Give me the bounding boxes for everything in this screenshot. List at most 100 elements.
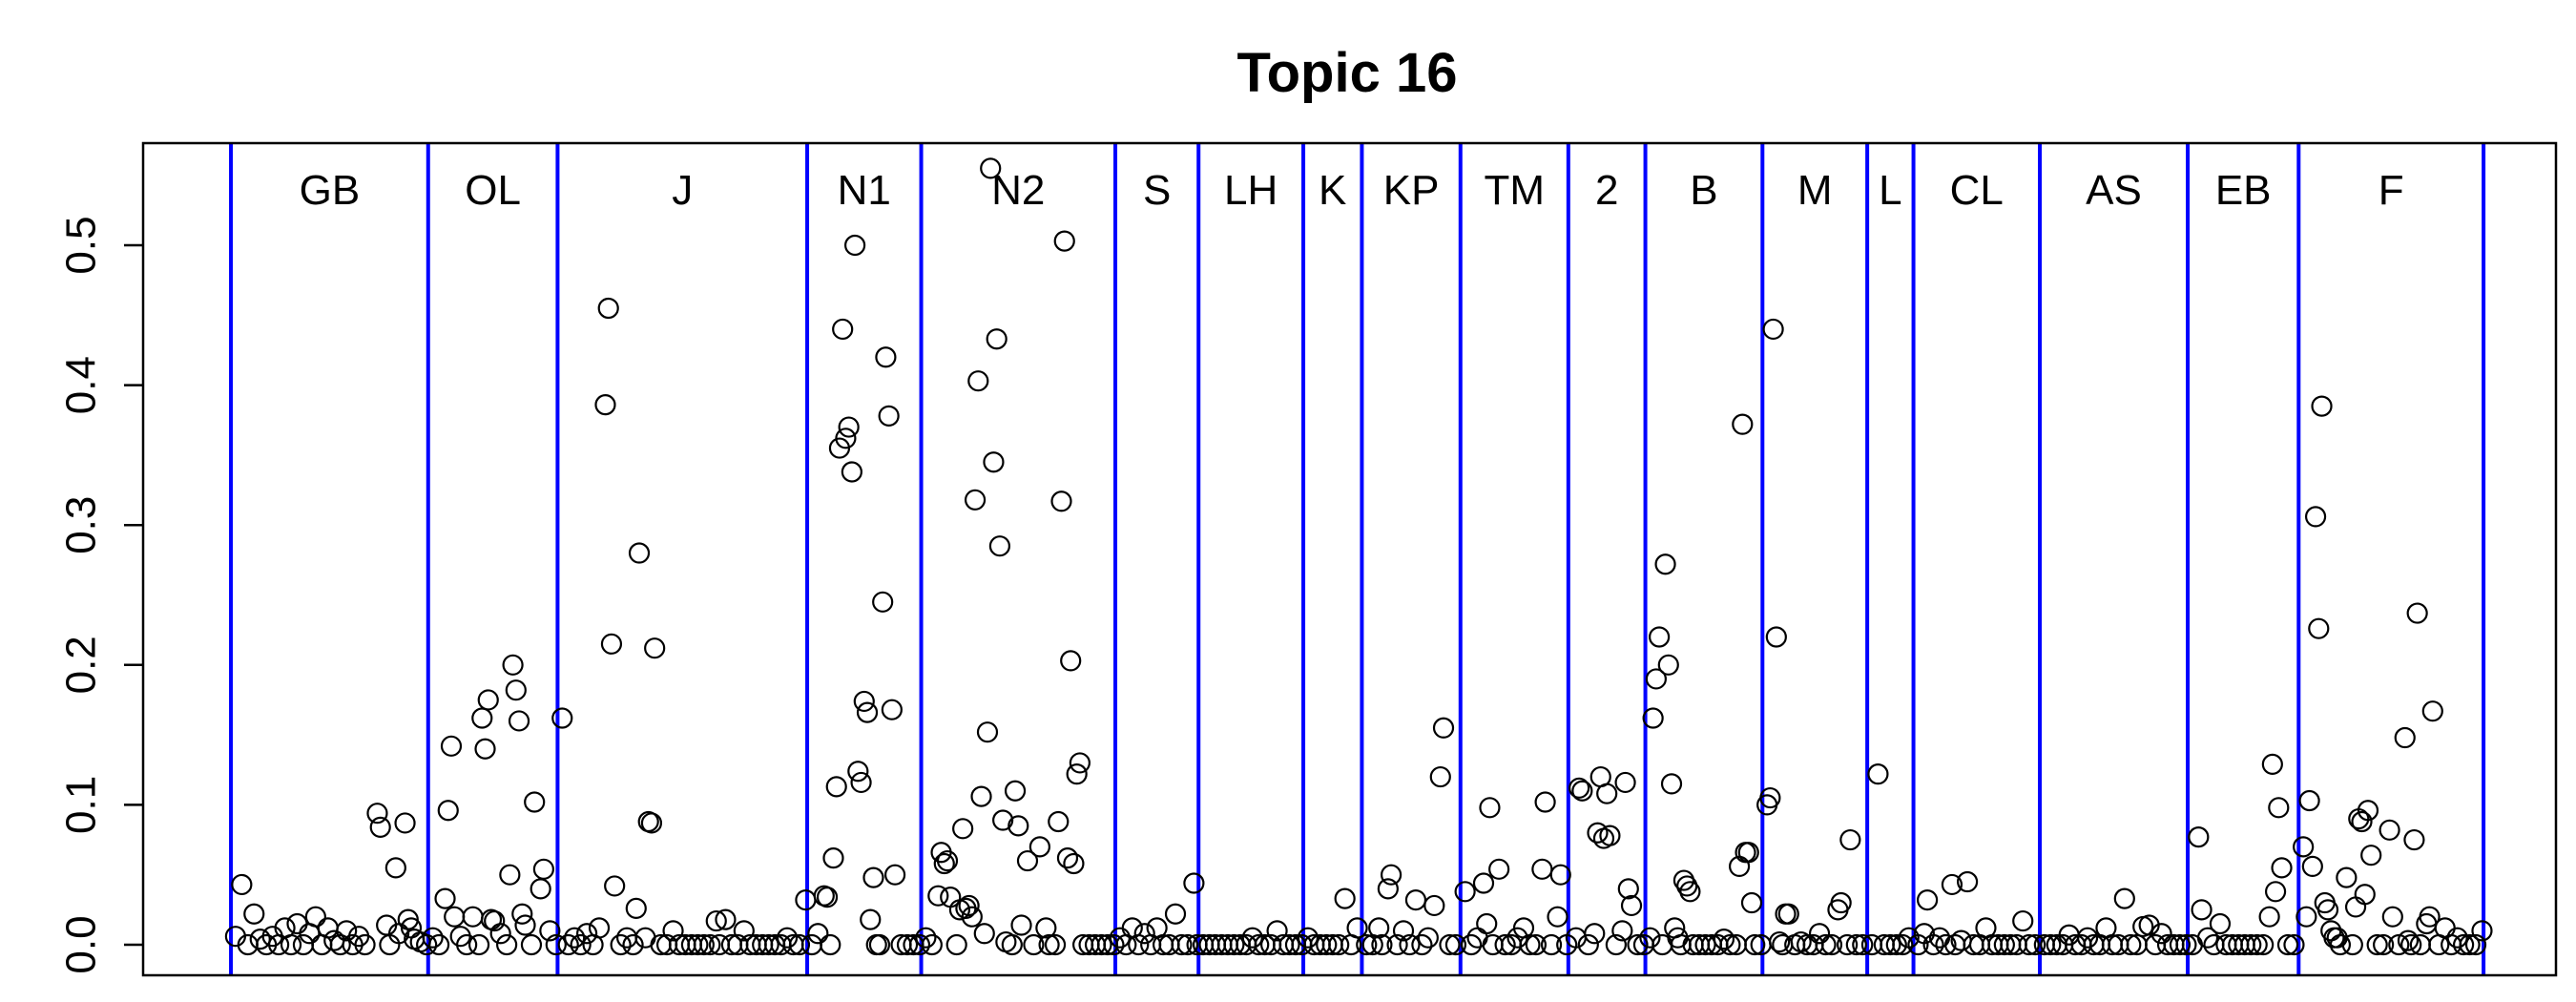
data-point [921, 933, 943, 956]
data-point [1035, 917, 1057, 939]
y-tick-label: 0.0 [58, 915, 105, 973]
data-point [576, 923, 598, 945]
data-point [1922, 933, 1944, 956]
region-label: J [672, 167, 693, 214]
data-point [422, 927, 444, 949]
data-point [514, 914, 536, 936]
data-point [1069, 752, 1091, 774]
data-point [1044, 933, 1067, 956]
data-point [1852, 933, 1874, 956]
data-point [1839, 828, 1861, 851]
data-point [524, 791, 546, 813]
data-point [1713, 929, 1735, 950]
data-point [936, 849, 959, 872]
region-dividers [229, 143, 2486, 975]
data-point [1596, 783, 1618, 804]
data-point [2354, 884, 2376, 906]
region-label: N2 [991, 167, 1045, 214]
region-label: F [2379, 167, 2404, 214]
data-point [705, 909, 727, 932]
data-point [1346, 917, 1368, 939]
data-point [776, 927, 799, 949]
region-label: TM [1485, 167, 1546, 214]
data-point [2268, 797, 2290, 819]
data-point [594, 394, 616, 416]
data-point [964, 489, 987, 511]
data-point [693, 933, 715, 956]
data-point [841, 461, 862, 483]
data-point [304, 906, 326, 928]
data-point [1808, 923, 1831, 945]
data-point [1620, 894, 1643, 917]
data-point [1719, 933, 1741, 956]
data-point [1759, 786, 1781, 809]
data-point [699, 933, 721, 956]
data-point [2419, 906, 2441, 928]
data-point [530, 878, 551, 900]
data-point [1837, 933, 1859, 956]
data-point [992, 809, 1014, 831]
data-point [2459, 933, 2481, 956]
data-point [1368, 917, 1390, 939]
data-point [1737, 842, 1759, 864]
data-point [662, 920, 684, 942]
data-point [835, 428, 857, 449]
data-point [1356, 933, 1378, 956]
data-point [243, 903, 265, 925]
data-point [1880, 933, 1901, 956]
data-point [961, 906, 983, 928]
data-point [1617, 878, 1639, 900]
data-point [1429, 765, 1451, 788]
data-point [1494, 933, 1516, 956]
y-axis: 0.0 0.1 0.2 0.3 0.4 0.5 [58, 216, 143, 974]
data-point [2304, 506, 2327, 528]
data-point [280, 933, 302, 956]
data-point [444, 906, 466, 928]
data-point [983, 451, 1005, 473]
data-point [1454, 881, 1476, 903]
data-point [2341, 933, 2363, 956]
data-point [1048, 810, 1070, 833]
data-point [511, 903, 533, 925]
data-point [1744, 933, 1766, 956]
data-point [973, 923, 995, 945]
data-point [369, 816, 391, 838]
data-point [1091, 933, 1112, 956]
data-point [1956, 870, 1979, 893]
data-point [502, 654, 524, 676]
data-point [1611, 920, 1633, 942]
data-point [231, 873, 253, 896]
data-point [2316, 899, 2339, 921]
data-point [933, 852, 955, 875]
region-label: LH [1224, 167, 1278, 214]
data-point [1241, 927, 1263, 949]
data-point [640, 812, 663, 834]
data-point [1479, 797, 1501, 819]
data-point [970, 785, 992, 807]
data-point [545, 933, 567, 956]
data-point [1444, 933, 1467, 956]
data-point [1223, 933, 1245, 956]
data-point [2453, 933, 2475, 956]
data-point [2464, 933, 2487, 956]
data-point [2296, 906, 2317, 928]
data-point [1028, 836, 1050, 858]
data-point [847, 761, 869, 783]
data-point [2400, 933, 2422, 956]
data-point [2301, 855, 2323, 878]
data-point [1023, 933, 1045, 956]
data-point [1605, 933, 1627, 956]
data-point [2264, 881, 2287, 903]
data-point [825, 776, 847, 798]
data-point [520, 933, 543, 956]
data-point [462, 906, 484, 928]
data-point [1867, 763, 1889, 785]
data-point [2406, 602, 2428, 624]
data-point [2311, 395, 2333, 417]
data-point [292, 933, 315, 956]
data-point [1164, 903, 1187, 925]
data-point [2357, 800, 2379, 822]
data-point [1540, 933, 1563, 956]
data-point [1525, 933, 1548, 956]
